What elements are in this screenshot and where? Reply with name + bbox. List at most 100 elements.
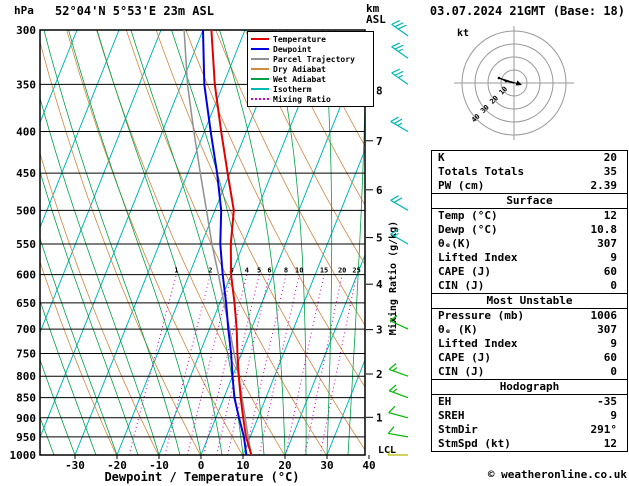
km-tick-label: 1 bbox=[376, 411, 383, 424]
stat-row: PW (cm) 2.39 bbox=[432, 179, 627, 193]
stat-row: CIN (J) 0 bbox=[432, 365, 627, 379]
mixing-ratio-value: 25 bbox=[352, 267, 360, 275]
legend-item-label: Temperature bbox=[273, 34, 326, 44]
station-title: 52°04'N 5°53'E 23m ASL bbox=[55, 4, 214, 18]
x-axis-title: Dewpoint / Temperature (°C) bbox=[104, 470, 299, 484]
stat-row: Lifted Index 9 bbox=[432, 251, 627, 265]
wind-barb-staff bbox=[389, 368, 409, 377]
stat-value: 307 bbox=[597, 323, 617, 336]
stat-value: 9 bbox=[610, 251, 617, 264]
mixing-ratio-value: 2 bbox=[208, 267, 212, 275]
stat-value: 0 bbox=[610, 365, 617, 378]
temp-tick-label: -30 bbox=[65, 459, 85, 472]
isotherm-line bbox=[40, 30, 204, 439]
wind-barb-flag bbox=[390, 116, 399, 123]
mixing-ratio-axis-title: Mixing Ratio (g/kg) bbox=[387, 221, 399, 335]
stat-label: CIN (J) bbox=[438, 365, 485, 378]
wind-barb-halfflag bbox=[397, 48, 403, 52]
km-tick-label: 3 bbox=[376, 324, 383, 337]
stat-row: θₑ(K) 307 bbox=[432, 237, 627, 251]
mixing-ratio-value: 8 bbox=[284, 267, 288, 275]
legend-line-sample bbox=[251, 88, 269, 90]
legend-item: Wet Adiabat bbox=[251, 74, 370, 84]
stat-value: 2.39 bbox=[590, 179, 618, 192]
pressure-tick-label: 650 bbox=[16, 297, 36, 310]
pressure-tick-label: 600 bbox=[16, 269, 36, 282]
dry-adiabat-line bbox=[274, 30, 365, 206]
legend-item-label: Dewpoint bbox=[273, 44, 312, 54]
isotherm-line bbox=[284, 253, 365, 455]
wind-barb-flag bbox=[390, 195, 399, 201]
stat-label: EH bbox=[438, 395, 452, 408]
wind-barb-staff bbox=[389, 320, 409, 330]
mixing-ratio-value: 1 bbox=[174, 267, 178, 275]
wind-barb-halfflag bbox=[397, 122, 403, 127]
wind-barb-flag bbox=[388, 384, 397, 392]
wind-barb-halfflag bbox=[392, 367, 398, 372]
stat-label: Lifted Index bbox=[438, 337, 518, 350]
legend-item: Mixing Ratio bbox=[251, 94, 370, 104]
stat-row: CAPE (J) 60 bbox=[432, 351, 627, 365]
stats-table: K 20 Totals Totals 35 PW (cm) 2.39 Surface Temp… bbox=[431, 150, 628, 452]
stat-value: 9 bbox=[610, 337, 617, 350]
temp-tick-label: 30 bbox=[320, 459, 333, 472]
legend-item: Dry Adiabat bbox=[251, 64, 370, 74]
wind-barb-halfflag bbox=[393, 232, 399, 237]
stat-label: PW (cm) bbox=[438, 179, 485, 192]
mixing-ratio-value: 20 bbox=[338, 267, 346, 275]
copyright: © weatheronline.co.uk bbox=[487, 468, 627, 481]
isotherm-line bbox=[40, 30, 162, 334]
pressure-tick-label: 400 bbox=[16, 126, 36, 139]
wind-barb-flag bbox=[393, 197, 403, 203]
wind-barb-halfflag bbox=[397, 74, 403, 79]
stat-label: CAPE (J) bbox=[438, 265, 491, 278]
stat-row: Dewp (°C) 10.8 bbox=[432, 223, 627, 237]
mixing-ratio-value: 4 bbox=[245, 267, 249, 275]
km-tick-label: 8 bbox=[376, 84, 383, 97]
legend-item-label: Dry Adiabat bbox=[273, 64, 326, 74]
hodograph-unit-label: kt bbox=[457, 28, 469, 39]
temp-tick-label: -10 bbox=[149, 459, 169, 472]
stat-value: 60 bbox=[603, 265, 617, 278]
hodograph-ring bbox=[487, 56, 541, 110]
legend-item-label: Wet Adiabat bbox=[273, 74, 326, 84]
pressure-tick-label: 300 bbox=[16, 24, 36, 37]
isotherm-line bbox=[40, 30, 120, 229]
pressure-tick-label: 500 bbox=[16, 204, 36, 217]
legend-line-sample bbox=[251, 98, 269, 100]
wind-barb-flag bbox=[391, 42, 401, 48]
stat-value: 12 bbox=[603, 437, 617, 450]
km-tick-label: 6 bbox=[376, 184, 383, 197]
stat-row: EH -35 bbox=[432, 395, 627, 409]
wind-barb-flag bbox=[387, 426, 395, 434]
wind-barb-flag bbox=[389, 314, 398, 322]
skewt-chart: 3003504004505005506006507007508008509009… bbox=[10, 2, 430, 484]
wind-barb-staff bbox=[390, 233, 409, 245]
hodograph-ring-label: 40 bbox=[470, 113, 482, 125]
stat-value: 35 bbox=[603, 165, 617, 178]
wind-barb-flag bbox=[390, 228, 399, 235]
pressure-tick-label: 700 bbox=[16, 323, 36, 336]
wind-barb-flag bbox=[394, 70, 404, 76]
km-tick-label: 4 bbox=[376, 278, 383, 291]
wind-barb-flag bbox=[388, 363, 397, 370]
pressure-tick-label: 350 bbox=[16, 78, 36, 91]
km-axis-title: ASL bbox=[366, 13, 386, 26]
wind-barb-staff bbox=[390, 199, 409, 211]
storm-motion-arrow bbox=[515, 80, 522, 86]
stat-label: K bbox=[438, 151, 445, 164]
temp-tick-label: 40 bbox=[362, 459, 375, 472]
pressure-tick-label: 550 bbox=[16, 238, 36, 251]
temp-tick-label: -20 bbox=[107, 459, 127, 472]
stat-value: 291° bbox=[590, 423, 618, 436]
datetime-label: 03.07.2024 21GMT (Base: 18) bbox=[429, 4, 625, 18]
stat-label: θₑ(K) bbox=[438, 237, 472, 250]
stat-label: Pressure (mb) bbox=[438, 309, 525, 322]
legend-item-label: Parcel Trajectory bbox=[273, 54, 355, 64]
stat-label: Temp (°C) bbox=[438, 209, 498, 222]
pressure-tick-label: 900 bbox=[16, 412, 36, 425]
dewpoint-line bbox=[202, 30, 248, 455]
legend-item: Dewpoint bbox=[251, 44, 370, 54]
dry-adiabat-line bbox=[394, 30, 430, 455]
dry-adiabat-line bbox=[245, 30, 365, 266]
